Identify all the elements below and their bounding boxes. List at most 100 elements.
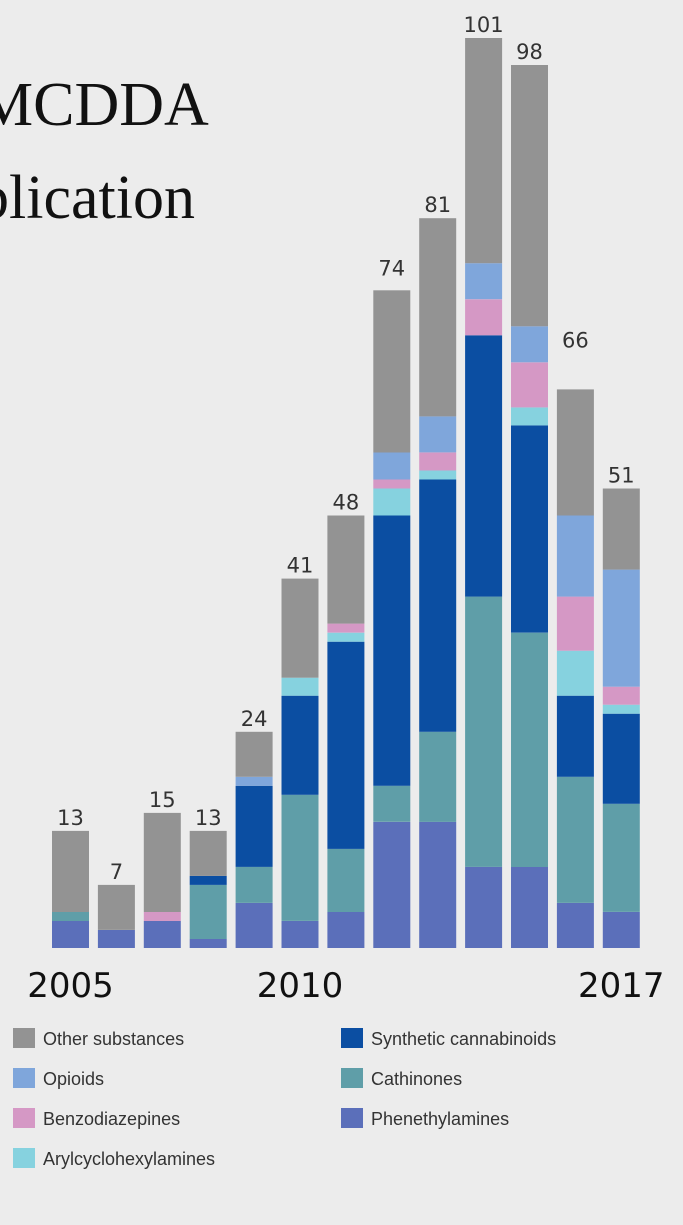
bar-segment-2016-phenethylamines <box>556 903 594 948</box>
bar-segment-2012-opioids <box>373 452 411 480</box>
bar-segment-2015-cathinones <box>511 632 548 867</box>
bar-segment-2015-other-substances <box>511 65 548 327</box>
bar-segment-2013-synthetic-cannabinoids <box>419 479 457 732</box>
legend-swatch-other-substances <box>13 1028 35 1048</box>
bar-segment-2007-other-substances <box>143 812 181 912</box>
legend-label-benzodiazepines: Benzodiazepines <box>43 1109 180 1129</box>
bar-segment-2007-phenethylamines <box>143 921 181 948</box>
bar-segment-2017-other-substances <box>602 488 640 570</box>
bar-segment-2009-other-substances <box>235 731 273 777</box>
bar-segment-2017-arylcyclohexylamines <box>602 704 640 714</box>
bar-segment-2013-phenethylamines <box>419 821 457 948</box>
legend-swatch-phenethylamines <box>341 1108 363 1128</box>
total-label-2017: 51 <box>608 464 635 488</box>
bar-segment-2014-opioids <box>465 263 503 300</box>
bar-segment-2017-opioids <box>602 569 640 687</box>
bar-segment-2009-phenethylamines <box>235 903 273 948</box>
bar-segment-2006-phenethylamines <box>97 930 135 948</box>
total-label-2015: 98 <box>516 40 543 64</box>
bar-segment-2016-synthetic-cannabinoids <box>556 695 594 777</box>
bar-segment-2011-cathinones <box>327 848 365 912</box>
bar-segment-2015-opioids <box>511 326 548 363</box>
bar-segment-2012-synthetic-cannabinoids <box>373 515 411 786</box>
bar-segment-2010-arylcyclohexylamines <box>281 677 319 696</box>
bar-segment-2008-phenethylamines <box>189 939 227 948</box>
bar-segment-2012-arylcyclohexylamines <box>373 488 411 516</box>
bar-segment-2011-phenethylamines <box>327 912 365 948</box>
total-label-2008: 13 <box>195 806 222 830</box>
total-label-2016: 66 <box>562 328 589 352</box>
legend-label-synthetic-cannabinoids: Synthetic cannabinoids <box>371 1029 556 1049</box>
legend-label-other-substances: Other substances <box>43 1029 184 1049</box>
totals-group: 13 7 15 13 24 41 48 74 81 101 98 66 51 <box>57 13 635 884</box>
x-axis: 2005 2010 2017 <box>27 966 664 1006</box>
bar-segment-2014-synthetic-cannabinoids <box>465 335 503 597</box>
bar-segment-2011-other-substances <box>327 515 365 624</box>
bar-segment-2005-cathinones <box>52 912 89 921</box>
bar-segment-2008-other-substances <box>189 830 227 876</box>
total-label-2013: 81 <box>424 193 451 217</box>
total-label-2005: 13 <box>57 806 84 830</box>
bar-segment-2008-cathinones <box>189 884 227 939</box>
bar-segment-2017-phenethylamines <box>602 912 640 948</box>
bar-segment-2014-benzodiazepines <box>465 299 503 336</box>
bar-segment-2012-benzodiazepines <box>373 479 411 489</box>
bar-segment-2009-synthetic-cannabinoids <box>235 785 273 867</box>
legend-label-phenethylamines: Phenethylamines <box>371 1109 509 1129</box>
legend-label-opioids: Opioids <box>43 1069 104 1089</box>
bar-segment-2010-other-substances <box>281 578 319 678</box>
bar-segment-2016-opioids <box>556 515 594 597</box>
bar-segment-2013-opioids <box>419 416 457 453</box>
bar-segment-2006-other-substances <box>97 884 135 930</box>
total-label-2012: 74 <box>378 256 405 280</box>
bar-segment-2011-arylcyclohexylamines <box>327 632 365 642</box>
bar-segment-2014-other-substances <box>465 38 503 264</box>
bar-segment-2013-arylcyclohexylamines <box>419 470 457 480</box>
total-label-2006: 7 <box>110 860 123 884</box>
bar-segment-2008-synthetic-cannabinoids <box>189 875 227 885</box>
legend-label-cathinones: Cathinones <box>371 1069 462 1089</box>
bar-segment-2014-phenethylamines <box>465 866 503 948</box>
total-label-2009: 24 <box>241 707 268 731</box>
title-group: MCDDA blication <box>0 71 209 232</box>
bar-segment-2013-cathinones <box>419 731 457 822</box>
bar-segment-2015-arylcyclohexylamines <box>511 407 548 426</box>
bar-segment-2017-synthetic-cannabinoids <box>602 713 640 804</box>
bar-segment-2015-synthetic-cannabinoids <box>511 425 548 633</box>
bar-segment-2005-other-substances <box>52 830 89 912</box>
total-label-2007: 15 <box>149 788 176 812</box>
bar-segment-2013-benzodiazepines <box>419 452 457 471</box>
bar-segment-2011-synthetic-cannabinoids <box>327 641 365 849</box>
bar-segment-2010-cathinones <box>281 794 319 921</box>
bar-segment-2007-benzodiazepines <box>143 912 181 921</box>
x-tick-label-2010: 2010 <box>257 966 344 1006</box>
title-line-2: blication <box>0 164 195 232</box>
bar-segment-2016-cathinones <box>556 776 594 903</box>
x-tick-label-2005: 2005 <box>27 966 114 1006</box>
bar-segment-2016-arylcyclohexylamines <box>556 650 594 696</box>
bar-segment-2011-benzodiazepines <box>327 623 365 633</box>
total-label-2010: 41 <box>287 554 314 578</box>
bar-segment-2016-benzodiazepines <box>556 596 594 651</box>
bar-segment-2009-cathinones <box>235 866 273 903</box>
bar-segment-2012-other-substances <box>373 290 411 453</box>
x-tick-label-2017: 2017 <box>578 966 665 1006</box>
legend-swatch-benzodiazepines <box>13 1108 35 1128</box>
bar-segment-2015-phenethylamines <box>511 866 548 948</box>
bars-group <box>52 38 640 948</box>
legend-swatch-cathinones <box>341 1068 363 1088</box>
bar-segment-2013-other-substances <box>419 218 457 417</box>
bar-segment-2012-cathinones <box>373 785 411 822</box>
bar-segment-2005-phenethylamines <box>52 921 89 948</box>
legend-swatch-opioids <box>13 1068 35 1088</box>
bar-segment-2010-phenethylamines <box>281 921 319 948</box>
legend: Other substances Opioids Benzodiazepines Ar… <box>13 1028 556 1169</box>
bar-segment-2012-phenethylamines <box>373 821 411 948</box>
legend-swatch-synthetic-cannabinoids <box>341 1028 363 1048</box>
bar-segment-2014-cathinones <box>465 596 503 867</box>
bar-segment-2016-other-substances <box>556 389 594 516</box>
bar-segment-2009-opioids <box>235 776 273 786</box>
bar-segment-2017-benzodiazepines <box>602 686 640 705</box>
total-label-2011: 48 <box>333 491 360 515</box>
